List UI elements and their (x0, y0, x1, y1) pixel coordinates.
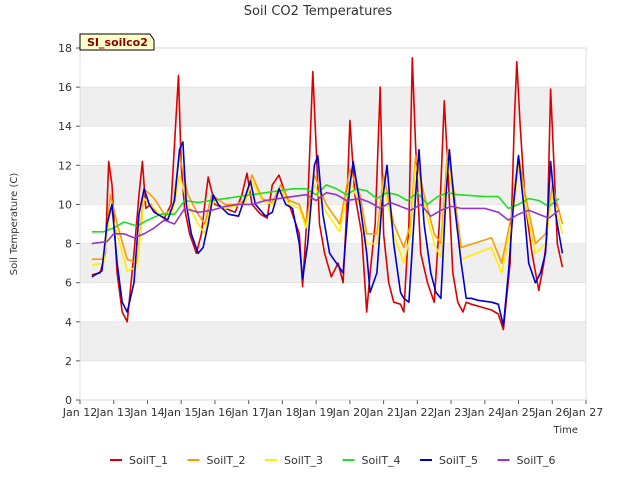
y-tick-label: 0 (65, 394, 72, 407)
series-line-soilt-1 (91, 56, 564, 331)
x-tick-label: Jan 25 (500, 406, 535, 419)
x-tick-label: Jan 23 (433, 406, 468, 419)
x-tick-label: Jan 17 (230, 406, 265, 419)
y-axis: 0 2 4 6 8 10 12 14 16 18 (58, 42, 80, 407)
legend-label: SoilT_6 (517, 454, 556, 467)
y-tick-label: 4 (65, 316, 72, 329)
grid-band (80, 165, 586, 205)
x-tick-label: Jan 14 (129, 406, 164, 419)
x-tick-label: Jan 19 (298, 406, 333, 419)
x-tick-label: Jan 18 (264, 406, 299, 419)
y-tick-label: 8 (65, 238, 72, 251)
chart-title: Soil CO2 Temperatures (244, 4, 393, 19)
y-tick-label: 6 (65, 277, 72, 290)
legend-label: SoilT_1 (129, 454, 168, 467)
legend-label: SoilT_5 (439, 454, 478, 467)
site-label-box: SI_soilco2 (79, 33, 155, 51)
x-tick-label: Jan 21 (365, 406, 400, 419)
x-tick-label: Jan 13 (96, 406, 131, 419)
legend-label: SoilT_3 (284, 454, 323, 467)
y-axis-title: Soil Temperature (C) (9, 173, 20, 276)
legend-label: SoilT_2 (207, 454, 246, 467)
plot-series (91, 56, 564, 331)
y-tick-label: 14 (58, 120, 72, 133)
series-line-soilt-6 (91, 191, 560, 245)
y-tick-label: 10 (58, 198, 72, 211)
x-tick-label: Jan 26 (534, 406, 569, 419)
x-tick-label: Jan 12 (62, 406, 97, 419)
grid-band (80, 321, 586, 361)
x-tick-label: Jan 24 (467, 406, 502, 419)
y-tick-label: 12 (58, 159, 72, 172)
legend-label: SoilT_4 (362, 454, 401, 467)
x-tick-label: Jan 20 (332, 406, 367, 419)
y-tick-label: 2 (65, 355, 72, 368)
legend: SoilT_1 SoilT_2 SoilT_3 SoilT_4 SoilT_5 SoilT… (110, 454, 556, 467)
plot-area-frame (79, 47, 587, 401)
y-tick-label: 18 (58, 42, 72, 55)
x-axis-title: Time (553, 425, 578, 436)
site-label: SI_soilco2 (87, 36, 148, 49)
x-tick-label: Jan 22 (399, 406, 434, 419)
x-axis: Jan 12 Jan 13 Jan 14 Jan 15 Jan 16 Jan 17 Jan … (62, 400, 603, 419)
x-tick-label: Jan 27 (568, 406, 603, 419)
x-tick-label: Jan 15 (163, 406, 198, 419)
x-tick-label: Jan 16 (197, 406, 232, 419)
series-line-soilt-5 (91, 141, 564, 327)
grid-band (80, 87, 586, 127)
y-tick-label: 16 (58, 81, 72, 94)
